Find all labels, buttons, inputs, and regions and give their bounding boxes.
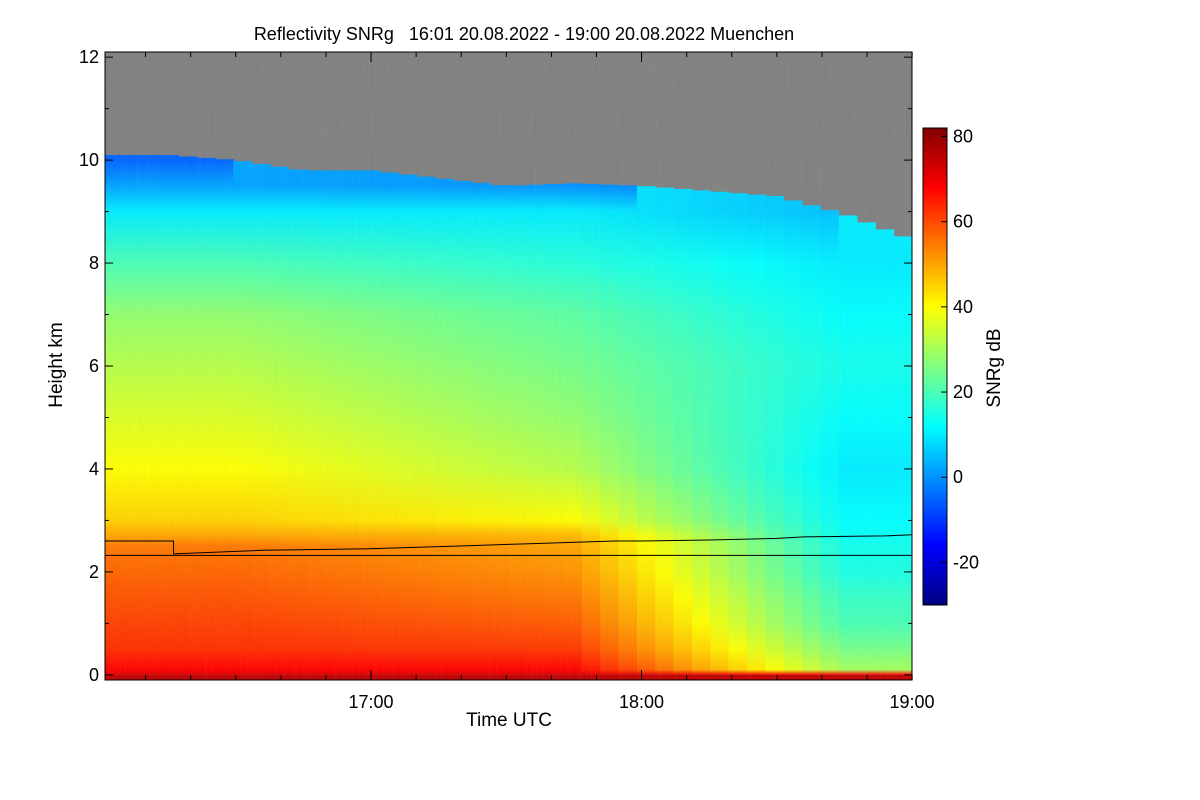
texture-overlay: [105, 52, 912, 680]
y-tick-label: 12: [79, 47, 99, 67]
chart-title: Reflectivity SNRg 16:01 20.08.2022 - 19:…: [254, 24, 794, 44]
y-tick-label: 0: [89, 665, 99, 685]
y-tick-label: 6: [89, 356, 99, 376]
boundary-layer-line: [105, 534, 912, 555]
y-tick-label: 8: [89, 253, 99, 273]
x-axis-label: Time UTC: [466, 710, 552, 731]
colorbar-label: SNRg dB: [984, 328, 1005, 407]
colorbar-tick-label: 40: [953, 297, 973, 317]
colorbar-fill: [922, 127, 948, 606]
y-tick-label: 10: [79, 150, 99, 170]
y-tick-label: 2: [89, 562, 99, 582]
y-axis-label: Height km: [46, 322, 67, 408]
colorbar-tick-label: 60: [953, 212, 973, 232]
plot-area: [105, 52, 912, 680]
colorbar-tick-label: -20: [953, 552, 979, 572]
colorbar-tick-label: 80: [953, 127, 973, 147]
colorbar-tick-label: 0: [953, 467, 963, 487]
x-tick-label: 18:00: [619, 692, 664, 712]
boundary-layer-lines: [105, 534, 912, 556]
colorbar-tick-label: 20: [953, 382, 973, 402]
colorbar-ticks: -20 0 20 40 60 80: [941, 127, 979, 572]
x-tick-label: 17:00: [348, 692, 393, 712]
x-axis: 17:00 18:00 19:00: [145, 52, 935, 712]
y-axis: 0 2 4 6 8 10 12: [79, 47, 912, 685]
y-tick-label: 4: [89, 459, 99, 479]
x-tick-label: 19:00: [889, 692, 934, 712]
colorbar: -20 0 20 40 60 80: [922, 127, 979, 606]
